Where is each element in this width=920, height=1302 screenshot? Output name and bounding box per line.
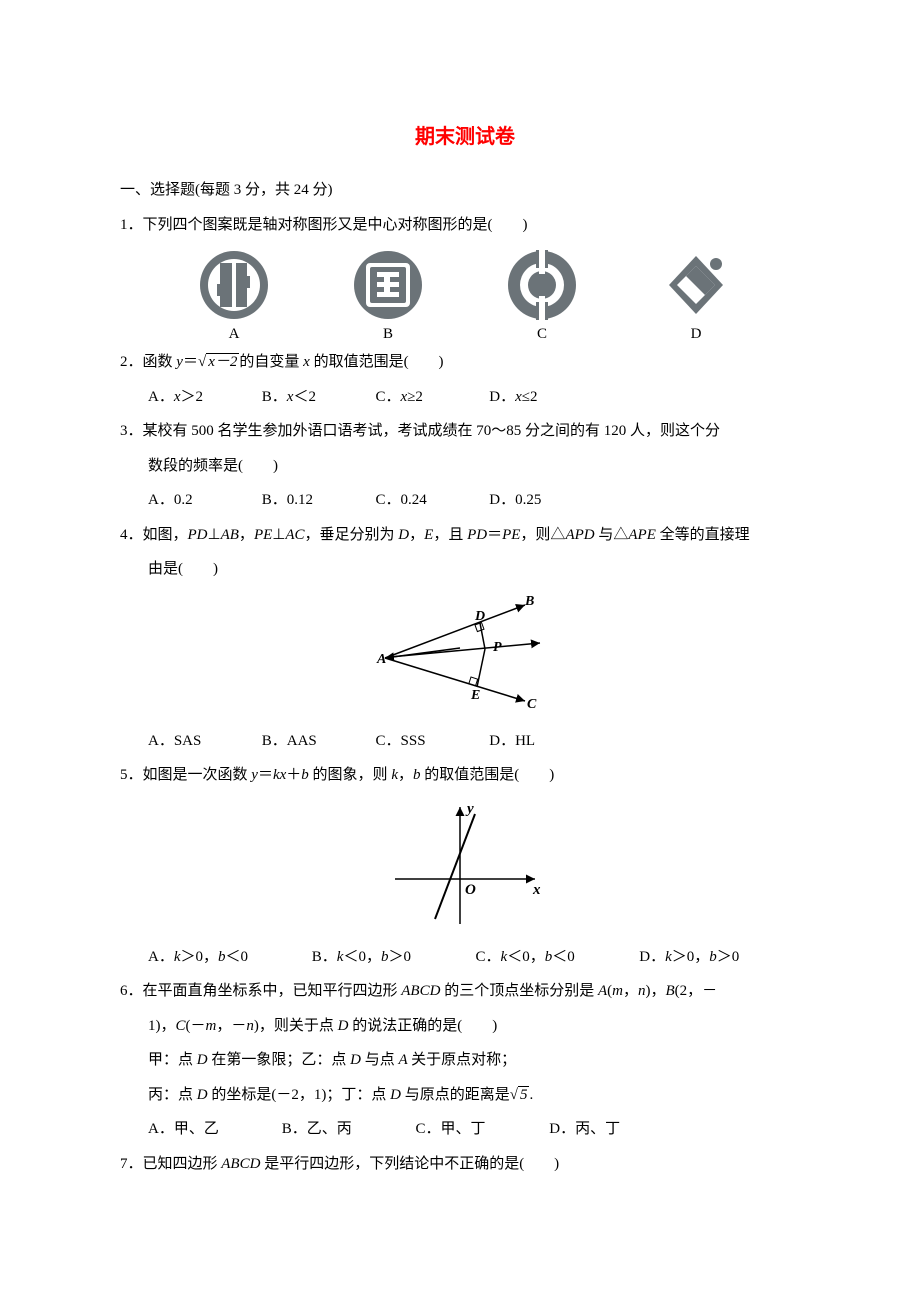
q4-options: A．SAS B．AAS C．SSS D．HL — [120, 724, 810, 759]
svg-text:A: A — [376, 652, 386, 667]
q1-option-d: D — [659, 248, 733, 343]
q6-c: C．甲、丁 — [416, 1112, 546, 1147]
q1-logos: A B — [120, 248, 810, 343]
bank-logo-icon — [505, 248, 579, 322]
svg-text:O: O — [465, 882, 476, 898]
q2-stem-pre: 2．函数 — [120, 354, 176, 370]
q1-label-c: C — [505, 326, 579, 343]
q4-stem2: 由是( ) — [120, 552, 810, 587]
q2-options: A．x＞2 B．x＜2 C．x≥2 D．x≤2 — [120, 380, 810, 415]
q2-b: B．x＜2 — [262, 380, 372, 415]
q3-stem2: 数段的频率是( ) — [120, 449, 810, 484]
q5-figure: y x O — [120, 799, 810, 934]
q1-option-c: C — [505, 248, 579, 343]
q4-stem1: 4．如图，PD⊥AB，PE⊥AC，垂足分别为 D，E，且 PD＝PE，则△APD… — [120, 518, 810, 553]
q1-option-b: B — [351, 248, 425, 343]
q6-b: B．乙、丙 — [282, 1112, 412, 1147]
q6-stem1: 6．在平面直角坐标系中，已知平行四边形 ABCD 的三个顶点坐标分别是 A(m，… — [120, 974, 810, 1009]
q2-d: D．x≤2 — [489, 380, 599, 415]
q4-c: C．SSS — [376, 724, 486, 759]
svg-text:P: P — [493, 640, 502, 655]
q3-stem1: 3．某校有 500 名学生参加外语口语考试，考试成绩在 70～85 分之间的有 … — [120, 414, 810, 449]
q5-options: A．k＞0，b＜0 B．k＜0，b＞0 C．k＜0，b＜0 D．k＞0，b＞0 — [120, 940, 810, 975]
bank-logo-icon — [659, 248, 733, 322]
bank-logo-icon — [197, 248, 271, 322]
bank-logo-icon — [351, 248, 425, 322]
svg-text:x: x — [532, 882, 541, 898]
q3-a: A．0.2 — [148, 483, 258, 518]
section-header: 一、选择题(每题 3 分，共 24 分) — [120, 173, 810, 208]
q2-c: C．x≥2 — [376, 380, 486, 415]
q5-a: A．k＞0，b＜0 — [148, 940, 308, 975]
q4-d: D．HL — [489, 724, 599, 759]
q6-stem2: 1)，C(－m，－n)，则关于点 D 的说法正确的是( ) — [120, 1009, 810, 1044]
q4-a: A．SAS — [148, 724, 258, 759]
q5-d: D．k＞0，b＞0 — [639, 940, 799, 975]
q3-c: C．0.24 — [376, 483, 486, 518]
q1-label-d: D — [659, 326, 733, 343]
q7-stem: 7．已知四边形 ABCD 是平行四边形，下列结论中不正确的是( ) — [120, 1147, 810, 1182]
q1-label-b: B — [351, 326, 425, 343]
q1-option-a: A — [197, 248, 271, 343]
q2-a: A．x＞2 — [148, 380, 258, 415]
q5-c: C．k＜0，b＜0 — [476, 940, 636, 975]
q3-d: D．0.25 — [489, 483, 599, 518]
q6-options: A．甲、乙 B．乙、丙 C．甲、丁 D．丙、丁 — [120, 1112, 810, 1147]
q6-line4: 丙：点 D 的坐标是(－2，1)；丁：点 D 与原点的距离是√5. — [120, 1078, 810, 1113]
q4-figure: A B C D E P — [120, 593, 810, 718]
q6-d: D．丙、丁 — [549, 1112, 679, 1147]
q2-stem-post: 的自变量 x 的取值范围是( ) — [239, 354, 443, 370]
svg-text:C: C — [527, 697, 537, 712]
svg-text:y: y — [465, 801, 474, 817]
q4-b: B．AAS — [262, 724, 372, 759]
q5-b: B．k＜0，b＞0 — [312, 940, 472, 975]
q6-a: A．甲、乙 — [148, 1112, 278, 1147]
q3-options: A．0.2 B．0.12 C．0.24 D．0.25 — [120, 483, 810, 518]
q5-stem: 5．如图是一次函数 y＝kx＋b 的图象，则 k，b 的取值范围是( ) — [120, 758, 810, 793]
svg-text:D: D — [474, 609, 485, 624]
q2-stem: 2．函数 y＝√x－2的自变量 x 的取值范围是( ) — [120, 345, 810, 380]
q6-line3: 甲：点 D 在第一象限；乙：点 D 与点 A 关于原点对称； — [120, 1043, 810, 1078]
page-title: 期末测试卷 — [120, 120, 810, 149]
svg-text:B: B — [524, 594, 534, 609]
svg-text:E: E — [470, 688, 480, 703]
q1-stem: 1．下列四个图案既是轴对称图形又是中心对称图形的是( ) — [120, 208, 810, 243]
q3-b: B．0.12 — [262, 483, 372, 518]
q1-label-a: A — [197, 326, 271, 343]
